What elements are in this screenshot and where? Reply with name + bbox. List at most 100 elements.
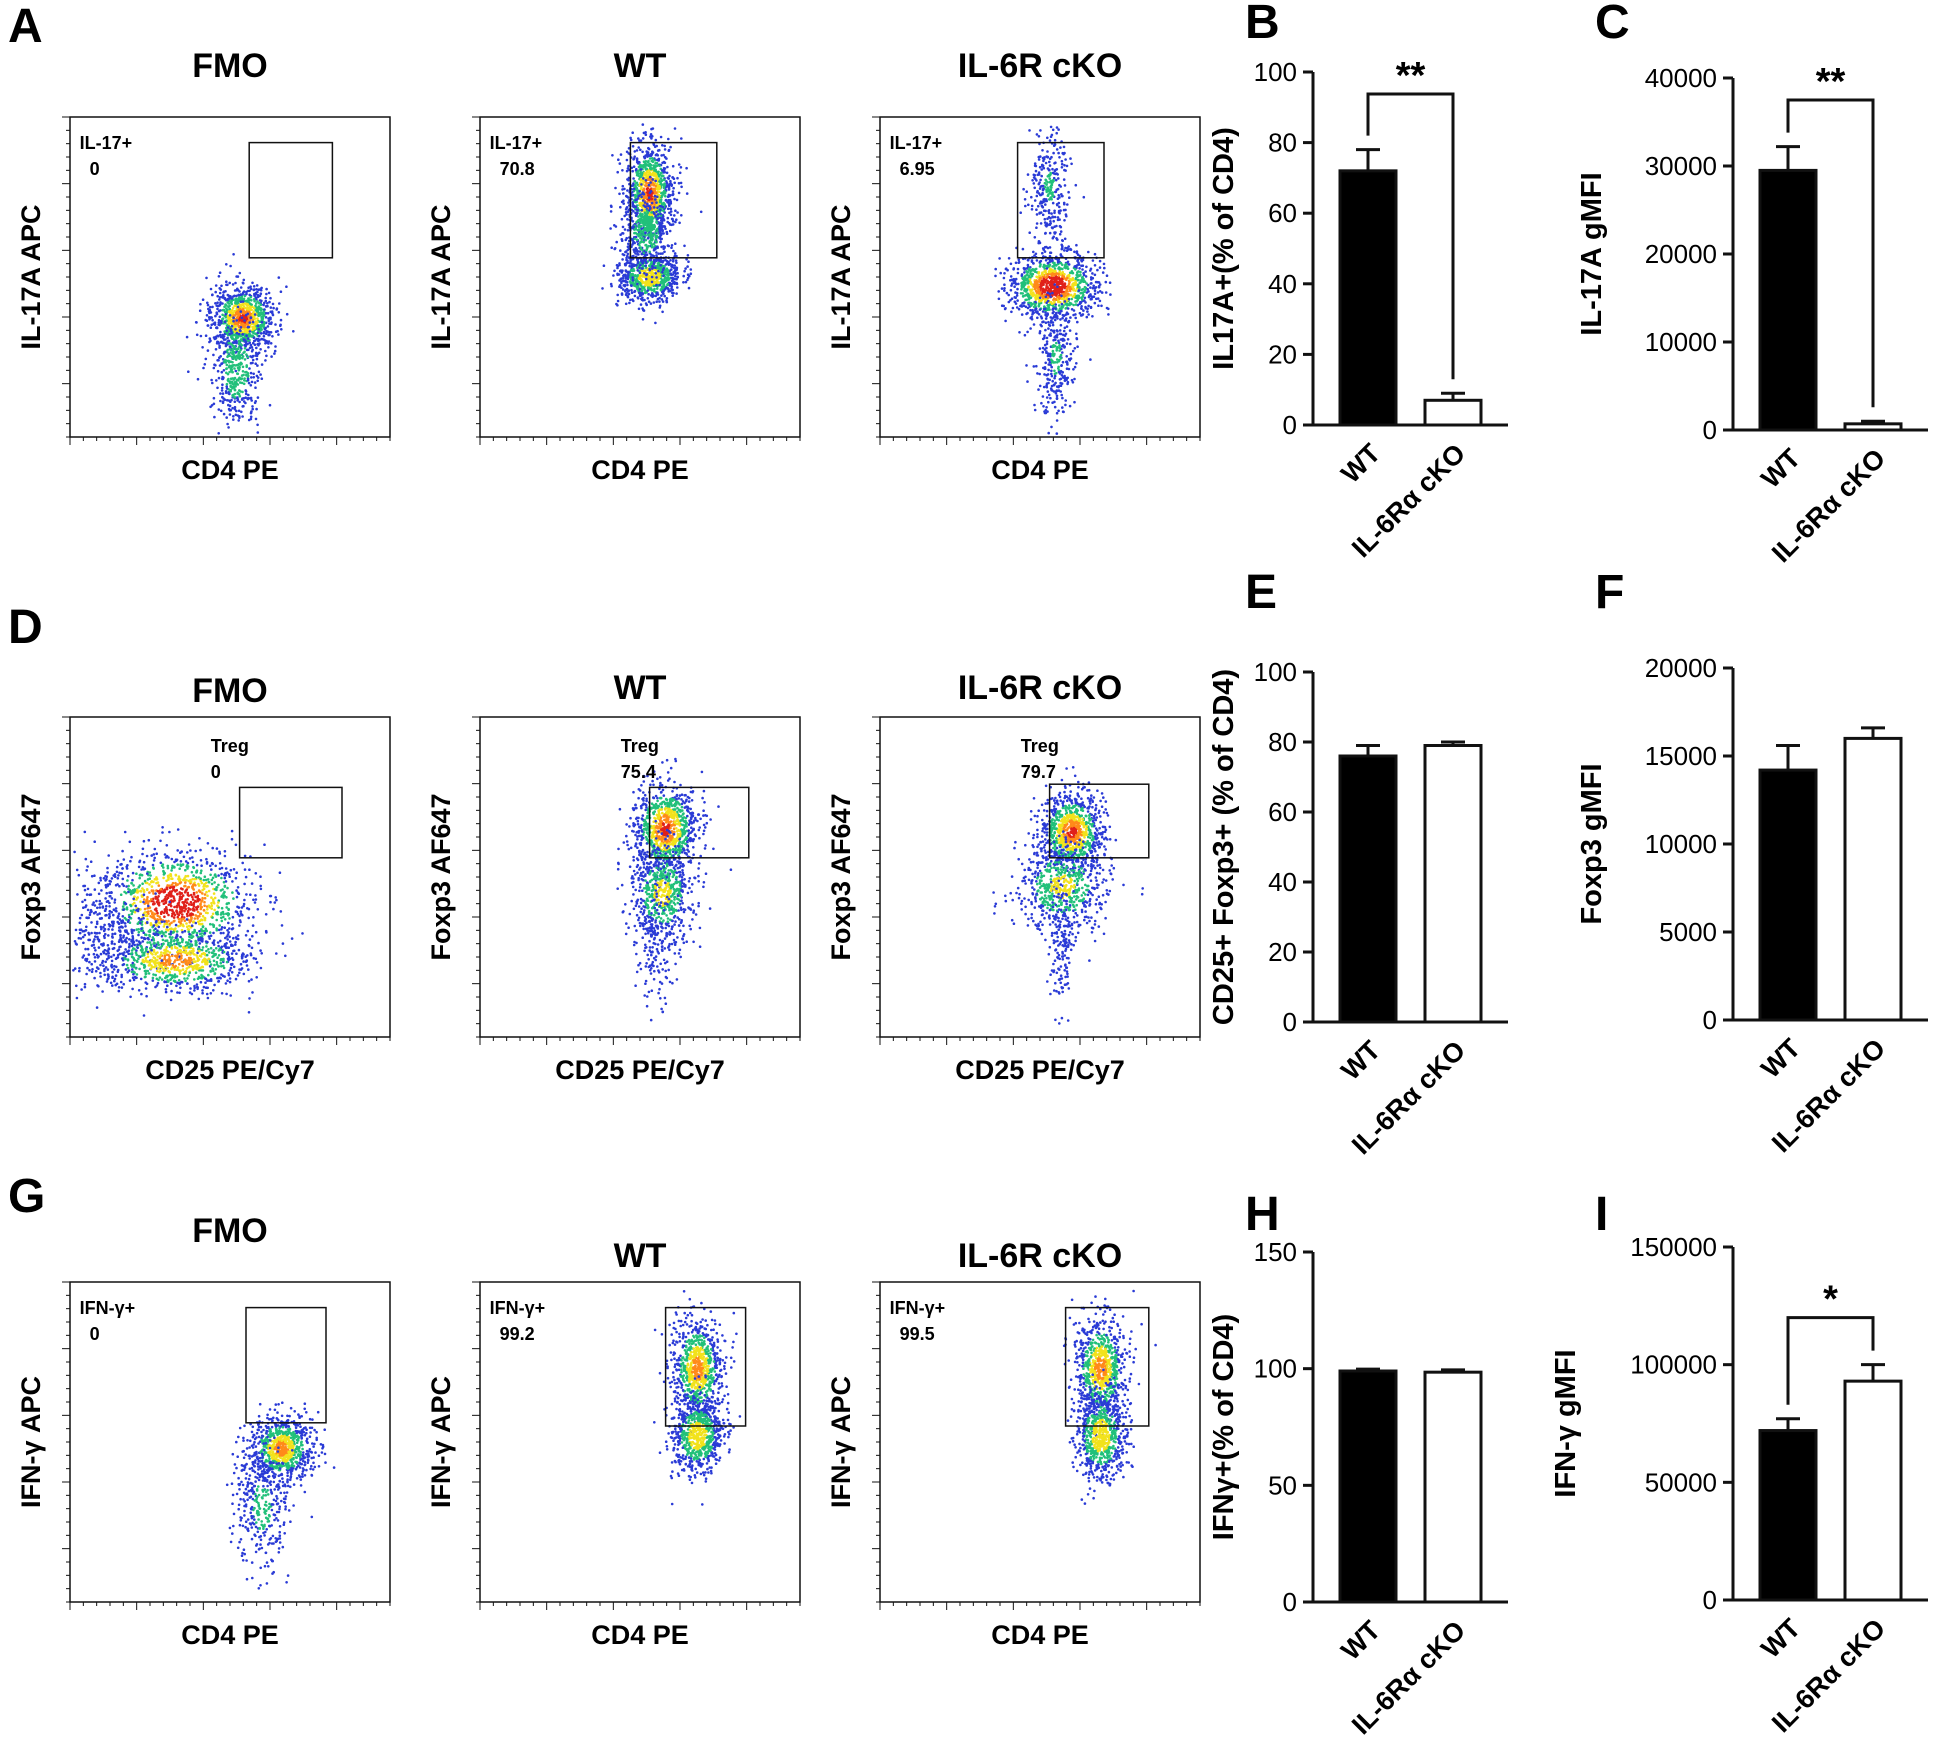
flow-row-d: FMO Treg 0 Foxp3 AF647 CD25 PE/Cy7 WT Treg 75.4…	[16, 669, 1201, 1085]
gate-rectangle	[238, 786, 343, 859]
flow-plot-title: FMO	[192, 47, 268, 85]
flow-axis-ticks	[62, 716, 391, 1045]
y-tick-label: 60	[1268, 797, 1297, 827]
x-category-label: WT	[1335, 1035, 1386, 1086]
y-tick-label: 100	[1254, 657, 1297, 687]
gate-percentage: 79.7	[1021, 762, 1056, 782]
y-tick-label: 20000	[1645, 653, 1717, 683]
gate-percentage: 70.8	[500, 159, 535, 179]
y-tick-label: 100000	[1630, 1350, 1717, 1380]
y-tick-label: 15000	[1645, 741, 1717, 771]
y-tick-label: 20	[1268, 339, 1297, 369]
y-axis-label: IL17A+(% of CD4)	[1208, 127, 1240, 370]
panel-letter-e: E	[1245, 566, 1277, 619]
flow-plot-title: IL-6R cKO	[958, 47, 1122, 85]
bar-ko	[1423, 398, 1483, 427]
x-category-label: WT	[1335, 1615, 1386, 1666]
bar-wt	[1758, 168, 1818, 432]
flow-x-axis-label: CD25 PE/Cy7	[955, 1055, 1125, 1085]
flow-y-axis-label: Foxp3 AF647	[826, 793, 856, 960]
flow-y-axis-label: IFN-γ APC	[426, 1376, 456, 1508]
y-tick-label: 0	[1703, 1005, 1717, 1035]
flow-plot-title: IL-6R cKO	[958, 669, 1122, 707]
flow-x-axis-label: CD25 PE/Cy7	[555, 1055, 725, 1085]
flow-plot: WT IFN-γ+ 99.2 IFN-γ APC CD4 PE	[426, 1237, 801, 1650]
flow-y-axis-label: IFN-γ APC	[826, 1376, 856, 1508]
bar-wt	[1338, 1369, 1398, 1604]
gate-label: Treg	[211, 736, 249, 756]
y-tick-label: 5000	[1659, 917, 1717, 947]
flow-events	[72, 826, 304, 1017]
flow-plot: FMO Treg 0 Foxp3 AF647 CD25 PE/Cy7	[16, 672, 391, 1085]
flow-plot-title: WT	[614, 669, 667, 707]
flow-x-axis-label: CD4 PE	[991, 1620, 1089, 1650]
flow-axis-ticks	[62, 1281, 391, 1610]
flow-y-axis-label: Foxp3 AF647	[16, 793, 46, 960]
gate-rectangle	[248, 141, 334, 259]
bar-wt	[1338, 754, 1398, 1024]
significance-stars: *	[1823, 1279, 1838, 1321]
significance-bracket	[1786, 98, 1875, 408]
bar-wt	[1758, 1429, 1818, 1602]
flow-x-axis-label: CD25 PE/Cy7	[145, 1055, 315, 1085]
flow-events	[185, 253, 295, 435]
gate-rectangle	[1064, 1306, 1150, 1427]
bar-ko	[1843, 422, 1903, 432]
gate-label: IL-17+	[490, 133, 543, 153]
flow-plot-title: WT	[614, 1237, 667, 1275]
panel-letter-a: A	[8, 0, 43, 53]
y-tick-label: 0	[1283, 410, 1297, 440]
panel-letter-b: B	[1245, 0, 1280, 49]
gate-percentage: 0	[90, 159, 100, 179]
y-tick-label: 80	[1268, 727, 1297, 757]
gate-percentage: 6.95	[900, 159, 935, 179]
flow-y-axis-label: IL-17A APC	[826, 204, 856, 349]
gate-label: IL-17+	[890, 133, 943, 153]
y-axis-label: IFN-γ gMFI	[1550, 1349, 1582, 1497]
significance-bracket	[1366, 92, 1455, 380]
flow-row-a: FMO IL-17+ 0 IL-17A APC CD4 PE WT IL-17+ 70.8 IL…	[16, 47, 1201, 485]
flow-plot: IL-6R cKO IL-17+ 6.95 IL-17A APC CD4 PE	[826, 47, 1201, 485]
bar-ko	[1423, 1370, 1483, 1604]
bar-ko	[1843, 1379, 1903, 1602]
gate-label: IFN-γ+	[490, 1298, 546, 1318]
gate-rectangle	[245, 1306, 327, 1424]
panel-letter-h: H	[1245, 1188, 1280, 1241]
flow-axis-ticks	[872, 1281, 1201, 1610]
flow-x-axis-label: CD4 PE	[181, 455, 279, 485]
flow-events	[616, 757, 733, 1022]
y-axis-label: CD25+ Foxp3+ (% of CD4)	[1208, 669, 1240, 1025]
y-tick-label: 100	[1254, 57, 1297, 87]
bar-wt	[1338, 169, 1398, 427]
bar-wt	[1758, 768, 1818, 1022]
y-tick-label: 10000	[1645, 327, 1717, 357]
flow-plot: FMO IFN-γ+ 0 IFN-γ APC CD4 PE	[16, 1212, 391, 1650]
gate-rectangle	[629, 141, 718, 259]
flow-x-axis-label: CD4 PE	[991, 455, 1089, 485]
flow-plot-frame	[69, 116, 391, 438]
flow-axis-ticks	[472, 116, 801, 445]
flow-events	[225, 1401, 336, 1590]
y-axis-label: IFNγ+(% of CD4)	[1208, 1314, 1240, 1540]
flow-plot-frame	[69, 1281, 391, 1603]
flow-axis-ticks	[872, 716, 1201, 1045]
flow-row-g: FMO IFN-γ+ 0 IFN-γ APC CD4 PE WT IFN-γ+ 99.2 IFN…	[16, 1212, 1201, 1650]
gate-percentage: 75.4	[621, 762, 656, 782]
gate-percentage: 0	[211, 762, 221, 782]
y-tick-label: 10000	[1645, 829, 1717, 859]
y-tick-label: 0	[1703, 415, 1717, 445]
significance-stars: **	[1396, 55, 1426, 97]
flow-axis-ticks	[472, 716, 801, 1045]
gate-rectangle	[1048, 783, 1150, 859]
y-tick-label: 150000	[1630, 1232, 1717, 1262]
gate-percentage: 99.5	[900, 1324, 935, 1344]
flow-x-axis-label: CD4 PE	[591, 455, 689, 485]
flow-plot-title: FMO	[192, 1212, 268, 1250]
flow-plot-title: WT	[614, 47, 667, 85]
flow-plot: IL-6R cKO IFN-γ+ 99.5 IFN-γ APC CD4 PE	[826, 1237, 1201, 1650]
y-tick-label: 0	[1283, 1007, 1297, 1037]
flow-y-axis-label: Foxp3 AF647	[426, 793, 456, 960]
